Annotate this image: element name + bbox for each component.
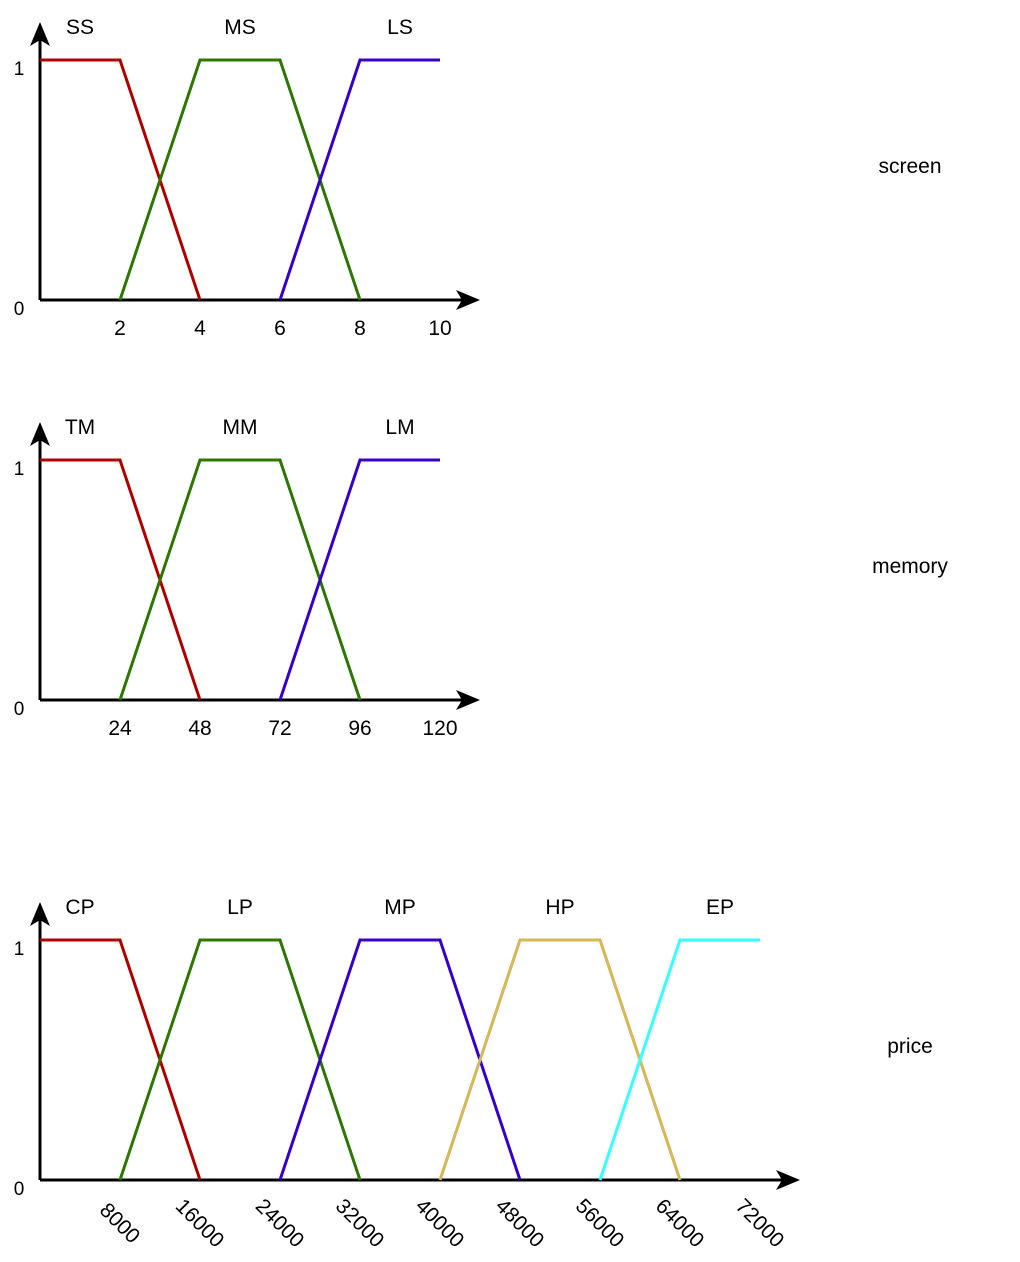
- series-name-ss: SS: [66, 16, 94, 39]
- x-tick-label: 72000: [731, 1195, 789, 1253]
- series-name-hp: HP: [545, 896, 574, 919]
- x-tick-label: 32000: [331, 1195, 389, 1253]
- series-line-mp: [278, 938, 522, 1181]
- x-tick-label: 72: [268, 717, 291, 740]
- x-tick-label: 8: [354, 317, 366, 340]
- series-name-mm: MM: [223, 416, 258, 439]
- x-tick-label: 8000: [95, 1199, 144, 1248]
- x-tick-label: 24000: [251, 1195, 309, 1253]
- series-name-cp: CP: [65, 896, 94, 919]
- y-tick-label: 1: [14, 59, 25, 80]
- y-axis-arrow-1: [30, 422, 50, 446]
- series-name-mp: MP: [384, 896, 416, 919]
- chart-title-screen: screen: [878, 155, 942, 178]
- x-tick-label: 64000: [651, 1195, 709, 1253]
- series-line-hp: [438, 938, 682, 1181]
- series-line-lp: [118, 938, 362, 1181]
- series-line-ep: [598, 938, 760, 1181]
- x-tick-label: 48: [188, 717, 211, 740]
- x-tick-label: 4: [194, 317, 206, 340]
- series-line-mm: [118, 458, 362, 701]
- x-tick-label: 96: [348, 717, 371, 740]
- x-axis-arrow-2: [776, 1170, 800, 1190]
- y-axis-arrow-2: [30, 902, 50, 926]
- x-tick-label: 24: [108, 717, 132, 740]
- x-axis-arrow-1: [456, 690, 480, 710]
- series-line-ls: [278, 58, 440, 301]
- y-tick-label: 0: [14, 699, 25, 720]
- x-tick-label: 40000: [411, 1195, 469, 1253]
- x-tick-label: 48000: [491, 1195, 549, 1253]
- y-tick-label: 0: [14, 1179, 25, 1200]
- x-tick-label: 10: [428, 317, 451, 340]
- series-name-ms: MS: [224, 16, 256, 39]
- x-tick-label: 2: [114, 317, 126, 340]
- chart-title-memory: memory: [872, 555, 948, 578]
- series-line-lm: [278, 458, 440, 701]
- x-tick-label: 120: [422, 717, 457, 740]
- x-tick-label: 56000: [571, 1195, 629, 1253]
- series-name-ls: LS: [387, 16, 413, 39]
- y-tick-label: 1: [14, 459, 25, 480]
- series-line-tm: [40, 458, 202, 701]
- x-tick-label: 16000: [171, 1195, 229, 1253]
- series-name-lp: LP: [227, 896, 253, 919]
- y-tick-label: 0: [14, 299, 25, 320]
- y-axis-arrow-0: [30, 22, 50, 46]
- x-tick-label: 6: [274, 317, 286, 340]
- series-name-ep: EP: [706, 896, 734, 919]
- series-line-cp: [40, 938, 202, 1181]
- y-tick-label: 1: [14, 939, 25, 960]
- series-name-lm: LM: [385, 416, 414, 439]
- series-line-ss: [40, 58, 202, 301]
- x-axis-arrow-0: [456, 290, 480, 310]
- chart-title-price: price: [887, 1035, 933, 1058]
- series-line-ms: [118, 58, 362, 301]
- series-name-tm: TM: [65, 416, 95, 439]
